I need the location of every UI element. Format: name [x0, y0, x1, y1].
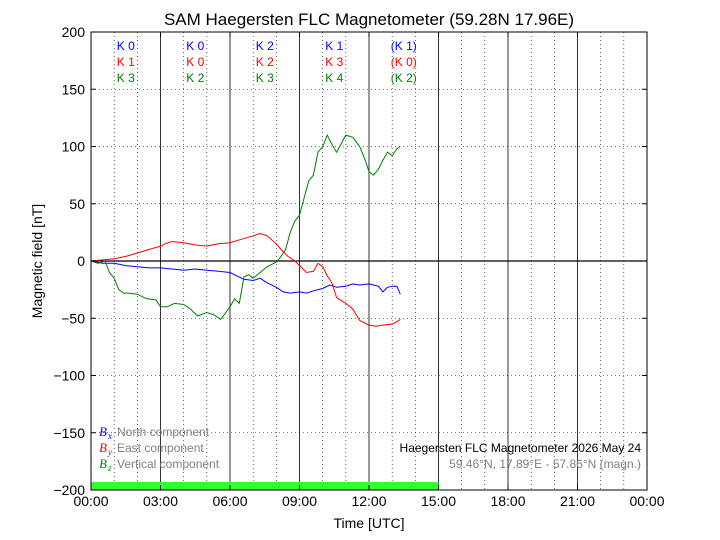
k-index-label: (K 0): [391, 55, 417, 69]
k-index-label: K 2: [186, 71, 204, 85]
plot-area: 00:00 03:00 06:00 09:00 12:00 15:00 18:00 21:00…: [53, 24, 664, 509]
k-index-label: (K 1): [391, 39, 417, 53]
legend-subscript-y: y: [107, 447, 112, 457]
k-index-label: K 4: [325, 71, 343, 85]
x-tick-label: 21:00: [560, 493, 595, 509]
x-tick-label: 03:00: [143, 493, 178, 509]
legend-subscript-z: z: [107, 463, 112, 473]
k-index-label: K 1: [117, 55, 135, 69]
legend-symbol-y: B: [99, 440, 107, 455]
legend-symbol-x: B: [99, 424, 107, 439]
k-index-label: K 3: [256, 71, 274, 85]
y-tick-label: 0: [77, 253, 85, 269]
chart-title: SAM Haegersten FLC Magnetometer (59.28N …: [164, 10, 574, 29]
legend-label-y: East component: [117, 441, 204, 455]
y-tick-label: 50: [69, 196, 85, 212]
x-tick-label: 15:00: [421, 493, 456, 509]
k-index-label: (K 2): [391, 71, 417, 85]
series-line-z: [90, 133, 401, 321]
k-index-label: K 0: [186, 55, 204, 69]
legend-symbol-z: B: [99, 456, 107, 471]
x-tick-label: 06:00: [212, 493, 247, 509]
y-tick-label: 100: [62, 139, 86, 155]
info-title: Haegersten FLC Magnetometer 2026 May 24: [400, 441, 642, 455]
x-tick-label: 18:00: [490, 493, 525, 509]
info-subtitle: 59.46°N, 17.89°E - 57.86°N (magn.): [449, 457, 641, 471]
series-line-x: [90, 260, 401, 295]
k-index-label: K 2: [256, 55, 274, 69]
legend-label-x: North component: [117, 425, 210, 439]
k-index-label: K 2: [256, 39, 274, 53]
x-tick-label: 00:00: [73, 493, 108, 509]
legend-label-z: Vertical component: [117, 457, 220, 471]
y-tick-label: −150: [53, 425, 85, 441]
x-tick-label: 09:00: [282, 493, 317, 509]
y-tick-label: −200: [53, 482, 85, 498]
y-axis-title: Magnetic field [nT]: [29, 204, 45, 318]
y-tick-label: −100: [53, 368, 85, 384]
k-index-label: K 3: [325, 55, 343, 69]
k-index-label: K 0: [117, 39, 135, 53]
data-coverage-bar: [91, 482, 439, 490]
x-tick-label: 12:00: [351, 493, 386, 509]
y-tick-label: −50: [61, 310, 85, 326]
series-line-y: [90, 232, 401, 327]
legend-subscript-x: x: [107, 431, 112, 441]
y-tick-label: 150: [62, 81, 86, 97]
x-tick-label: 00:00: [629, 493, 664, 509]
k-index-label: K 0: [186, 39, 204, 53]
y-tick-label: 200: [62, 24, 86, 40]
k-index-label: K 3: [117, 71, 135, 85]
k-index-label: K 1: [325, 39, 343, 53]
x-axis-title: Time [UTC]: [333, 515, 404, 531]
